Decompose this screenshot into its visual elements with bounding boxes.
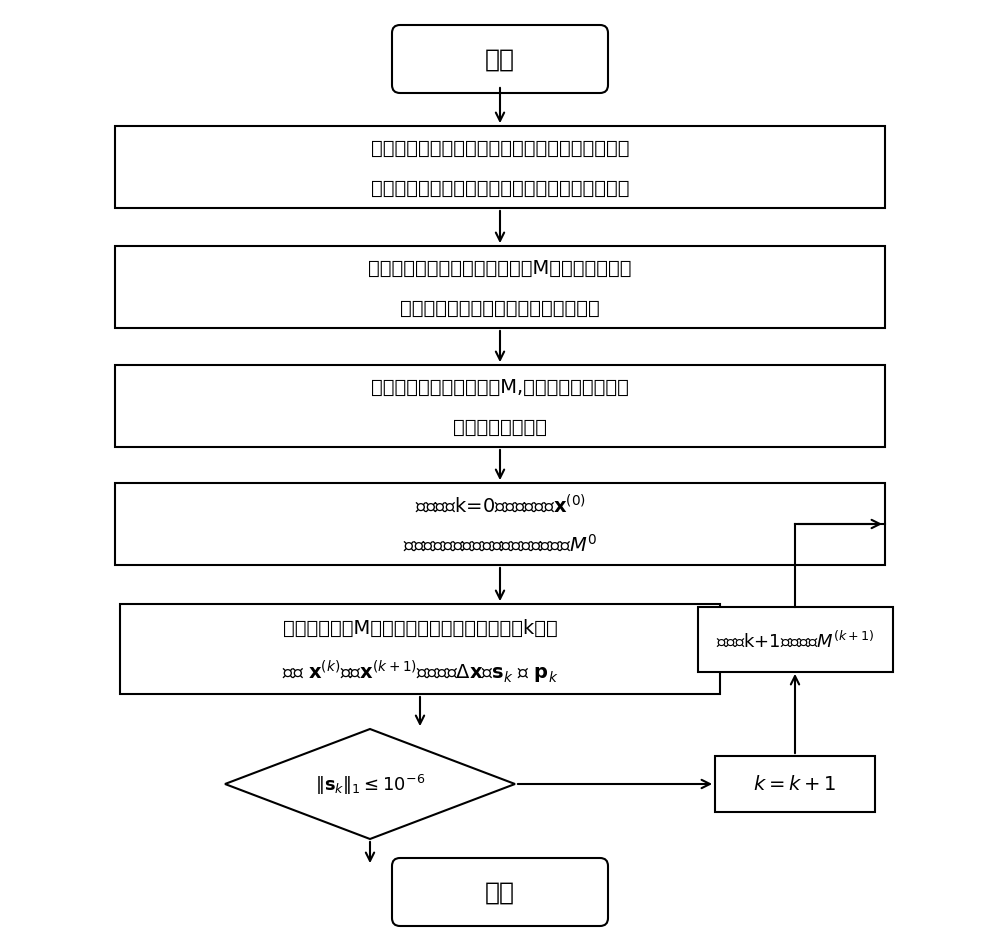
Bar [115, 246, 885, 329]
Text: $k = k+1$: $k = k+1$ [753, 775, 837, 794]
Polygon shape [225, 729, 515, 839]
Text: $\|\mathbf{s}_k\|_1 \leq 10^{-6}$: $\|\mathbf{s}_k\|_1 \leq 10^{-6}$ [315, 772, 425, 796]
Text: 松弛因子的最优值: 松弛因子的最优值 [453, 417, 547, 436]
FancyBboxPatch shape [392, 858, 608, 926]
Bar [120, 604, 720, 694]
Text: 开始: 开始 [485, 48, 515, 72]
Text: 代的 $\mathbf{x}^{(k)}$，得$\mathbf{x}^{(k+1)}$，并计算$\Delta\mathbf{x}$、$\mathbf{s}_k$: 代的 $\mathbf{x}^{(k)}$，得$\mathbf{x}^{(k+1… [282, 658, 558, 685]
Text: 功率平衡方程，并从中获得母线节点电压的初始解: 功率平衡方程，并从中获得母线节点电压的初始解 [371, 178, 629, 197]
Bar [115, 126, 885, 209]
Text: 比矩阵的逆进行电力系统潮流迭代计算: 比矩阵的逆进行电力系统潮流迭代计算 [400, 298, 600, 317]
FancyBboxPatch shape [392, 26, 608, 93]
Text: 将松弛因子引入系数矩阵M,并利用遗传算法寻找: 将松弛因子引入系数矩阵M,并利用遗传算法寻找 [371, 377, 629, 396]
Text: 计算第k+1次迭代的$\mathit{M}^{(k+1)}$: 计算第k+1次迭代的$\mathit{M}^{(k+1)}$ [716, 629, 874, 649]
Text: 使用系数矩阵M代替雅可比矩阵的逆，利用第k次迭: 使用系数矩阵M代替雅可比矩阵的逆，利用第k次迭 [283, 617, 557, 637]
Bar [115, 365, 885, 447]
Text: 根据电力系统的结构和参数，建立电力系统的线性: 根据电力系统的结构和参数，建立电力系统的线性 [371, 139, 629, 158]
Text: 确定拟牛顿潮流计算的系数矩阵M，使用代替雅可: 确定拟牛顿潮流计算的系数矩阵M，使用代替雅可 [368, 259, 632, 278]
Text: 迭代次数k=0，根据初始解$\mathbf{x}^{(0)}$: 迭代次数k=0，根据初始解$\mathbf{x}^{(0)}$ [415, 493, 585, 516]
Text: 和松弛因子的最优值计算初始系数矩阵$\mathit{M}^{0}$: 和松弛因子的最优值计算初始系数矩阵$\mathit{M}^{0}$ [403, 533, 597, 555]
Text: 结束: 结束 [485, 880, 515, 904]
Bar [715, 756, 875, 812]
Bar [698, 607, 893, 672]
Bar [115, 483, 885, 565]
